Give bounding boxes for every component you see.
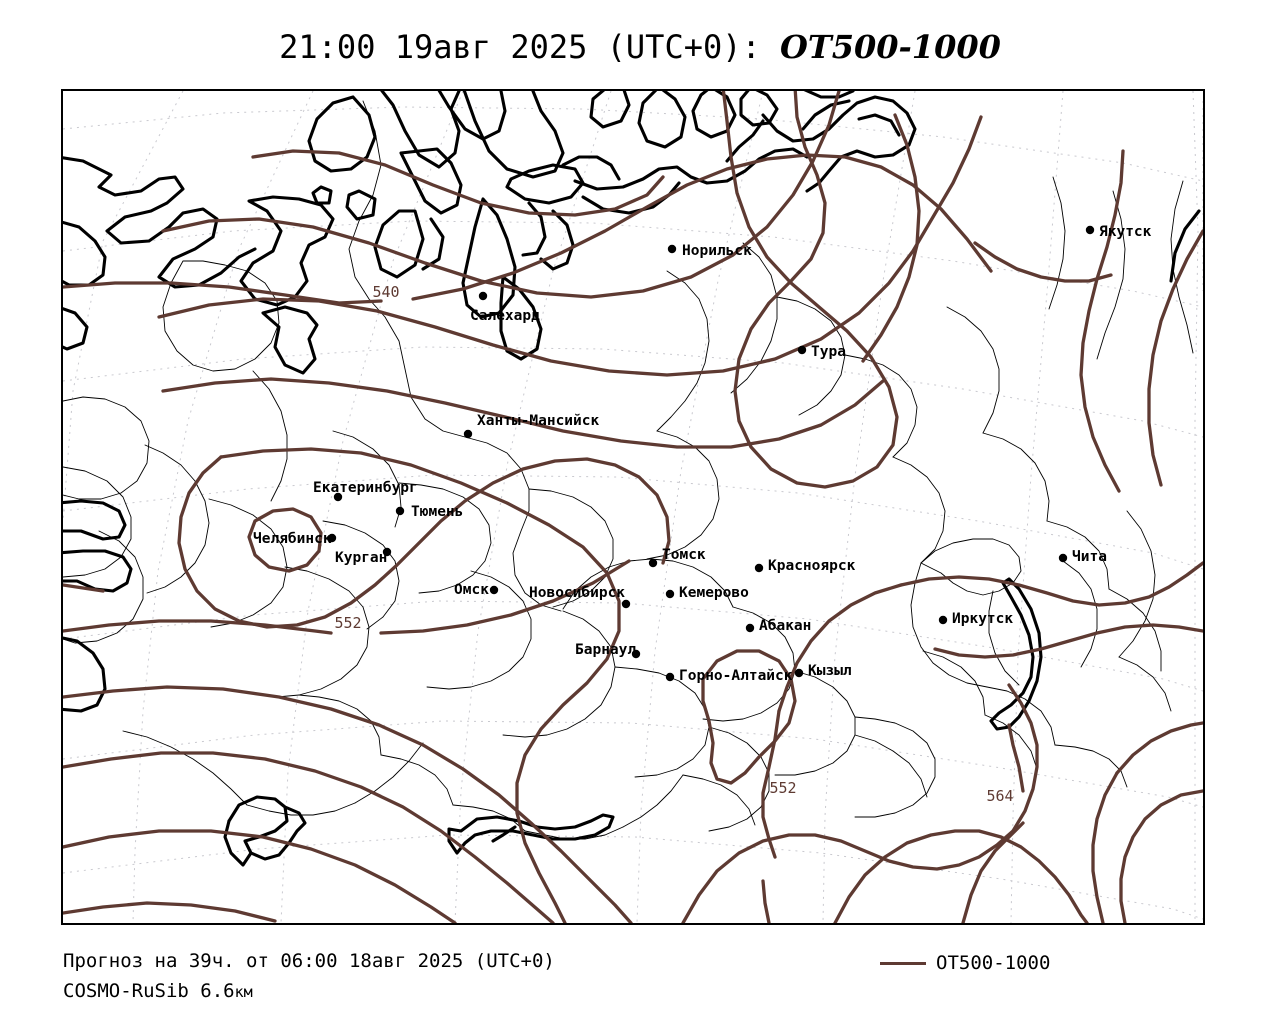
contour-label: 552 bbox=[334, 614, 361, 632]
city-dot bbox=[648, 558, 658, 568]
forecast-info-line: Прогноз на 39ч. от 06:00 18авг 2025 (UTC… bbox=[63, 950, 555, 972]
map-canvas[interactable]: Норильск Якутск Салехард Тура Ханты-Мансийск… bbox=[61, 89, 1205, 925]
model-name: COSMO-RuSib bbox=[63, 980, 201, 1002]
city-dot bbox=[665, 672, 675, 682]
city-dot bbox=[621, 599, 631, 609]
city-label: Ханты-Мансийск bbox=[477, 413, 599, 429]
city-label: Курган bbox=[335, 550, 387, 566]
legend-label: OT500-1000 bbox=[936, 952, 1051, 974]
city-dot bbox=[667, 244, 677, 254]
model-info-line: COSMO-RuSib 6.6км bbox=[63, 980, 253, 1002]
city-dot bbox=[395, 506, 405, 516]
model-resolution-unit: км bbox=[234, 983, 253, 1001]
city-dot bbox=[1085, 225, 1095, 235]
city-markers: Норильск Якутск Салехард Тура Ханты-Мансийск… bbox=[253, 224, 1152, 684]
city-dot bbox=[489, 585, 499, 595]
city-label: Красноярск bbox=[768, 558, 856, 574]
city-dot bbox=[333, 492, 343, 502]
graticule bbox=[63, 91, 1203, 923]
city-label: Салехард bbox=[470, 308, 540, 324]
city-label: Кемерово bbox=[679, 585, 749, 601]
city-label: Тюмень bbox=[411, 504, 463, 520]
city-dot bbox=[665, 589, 675, 599]
contour-label: 540 bbox=[372, 283, 399, 301]
city-dot bbox=[745, 623, 755, 633]
city-label: Барнаул bbox=[575, 642, 636, 658]
city-dot bbox=[382, 547, 392, 557]
city-label: Омск bbox=[454, 582, 489, 598]
page-title: 21:00 19авг 2025 (UTC+0): OT500-1000 bbox=[0, 28, 1280, 66]
city-dot bbox=[794, 668, 804, 678]
model-resolution: 6.6 bbox=[200, 980, 235, 1002]
city-label: Новосибирск bbox=[529, 585, 625, 601]
city-label: Норильск bbox=[682, 243, 752, 259]
coastlines bbox=[63, 91, 1201, 867]
city-dot bbox=[327, 533, 337, 543]
city-label: Тура bbox=[811, 344, 846, 360]
city-dot bbox=[463, 429, 473, 439]
contour-value-labels: 540 552 552 564 bbox=[334, 283, 1013, 805]
city-dot bbox=[631, 649, 641, 659]
contours-ot500-1000 bbox=[63, 91, 1203, 923]
admin-borders bbox=[63, 100, 1194, 840]
title-datetime: 21:00 19авг 2025 (UTC+0): bbox=[279, 28, 781, 66]
city-dot bbox=[797, 345, 807, 355]
contour-label: 552 bbox=[769, 779, 796, 797]
contour-label: 564 bbox=[986, 787, 1013, 805]
city-dot bbox=[754, 563, 764, 573]
city-label: Чита bbox=[1072, 549, 1107, 565]
legend: OT500-1000 bbox=[880, 952, 1050, 974]
legend-line-swatch bbox=[880, 961, 926, 965]
city-label: Иркутск bbox=[952, 611, 1013, 627]
city-dot bbox=[1058, 553, 1068, 563]
city-label: Екатеринбург bbox=[313, 480, 418, 496]
city-label: Челябинск bbox=[253, 531, 332, 547]
city-dot bbox=[478, 291, 488, 301]
city-label: Горно-Алтайск bbox=[679, 668, 793, 684]
city-label: Якутск bbox=[1099, 224, 1152, 240]
city-label: Абакан bbox=[759, 618, 811, 634]
city-dot bbox=[938, 615, 948, 625]
city-label: Томск bbox=[662, 547, 706, 563]
city-label: Кызыл bbox=[808, 663, 852, 679]
map-svg: Норильск Якутск Салехард Тура Ханты-Мансийск… bbox=[63, 91, 1203, 923]
title-field: OT500-1000 bbox=[780, 28, 1001, 66]
